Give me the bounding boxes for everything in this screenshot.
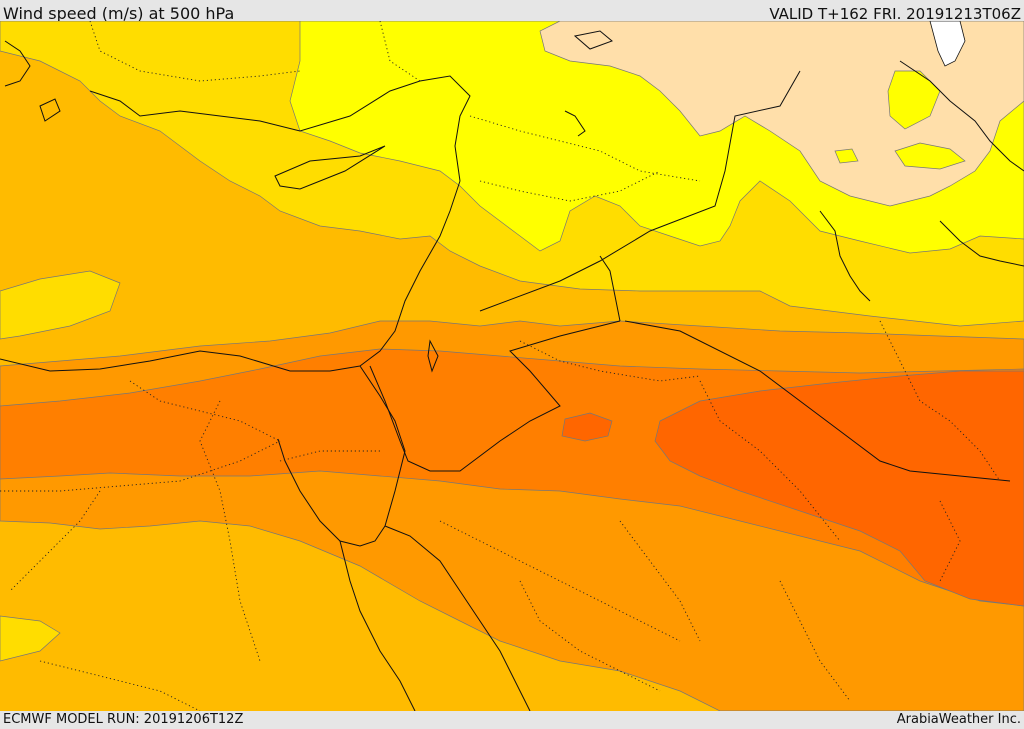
wind-speed-map [0,21,1024,711]
band-gold-blob [0,615,61,662]
valid-time-label: VALID T+162 FRI. 20191213T06Z [769,5,1021,23]
band-red-orange-blob [561,412,613,442]
credit-label: ArabiaWeather Inc. [896,712,1021,727]
band-yellow-island [894,142,966,170]
band-yellow-island [834,148,859,164]
model-run-label: ECMWF MODEL RUN: 20191206T12Z [3,712,244,727]
band-red-orange [654,370,1024,607]
map-title: Wind speed (m/s) at 500 hPa [3,4,235,23]
band-yellow-island [887,70,941,130]
caspian-water [929,21,966,67]
band-gold-blob [0,270,121,340]
